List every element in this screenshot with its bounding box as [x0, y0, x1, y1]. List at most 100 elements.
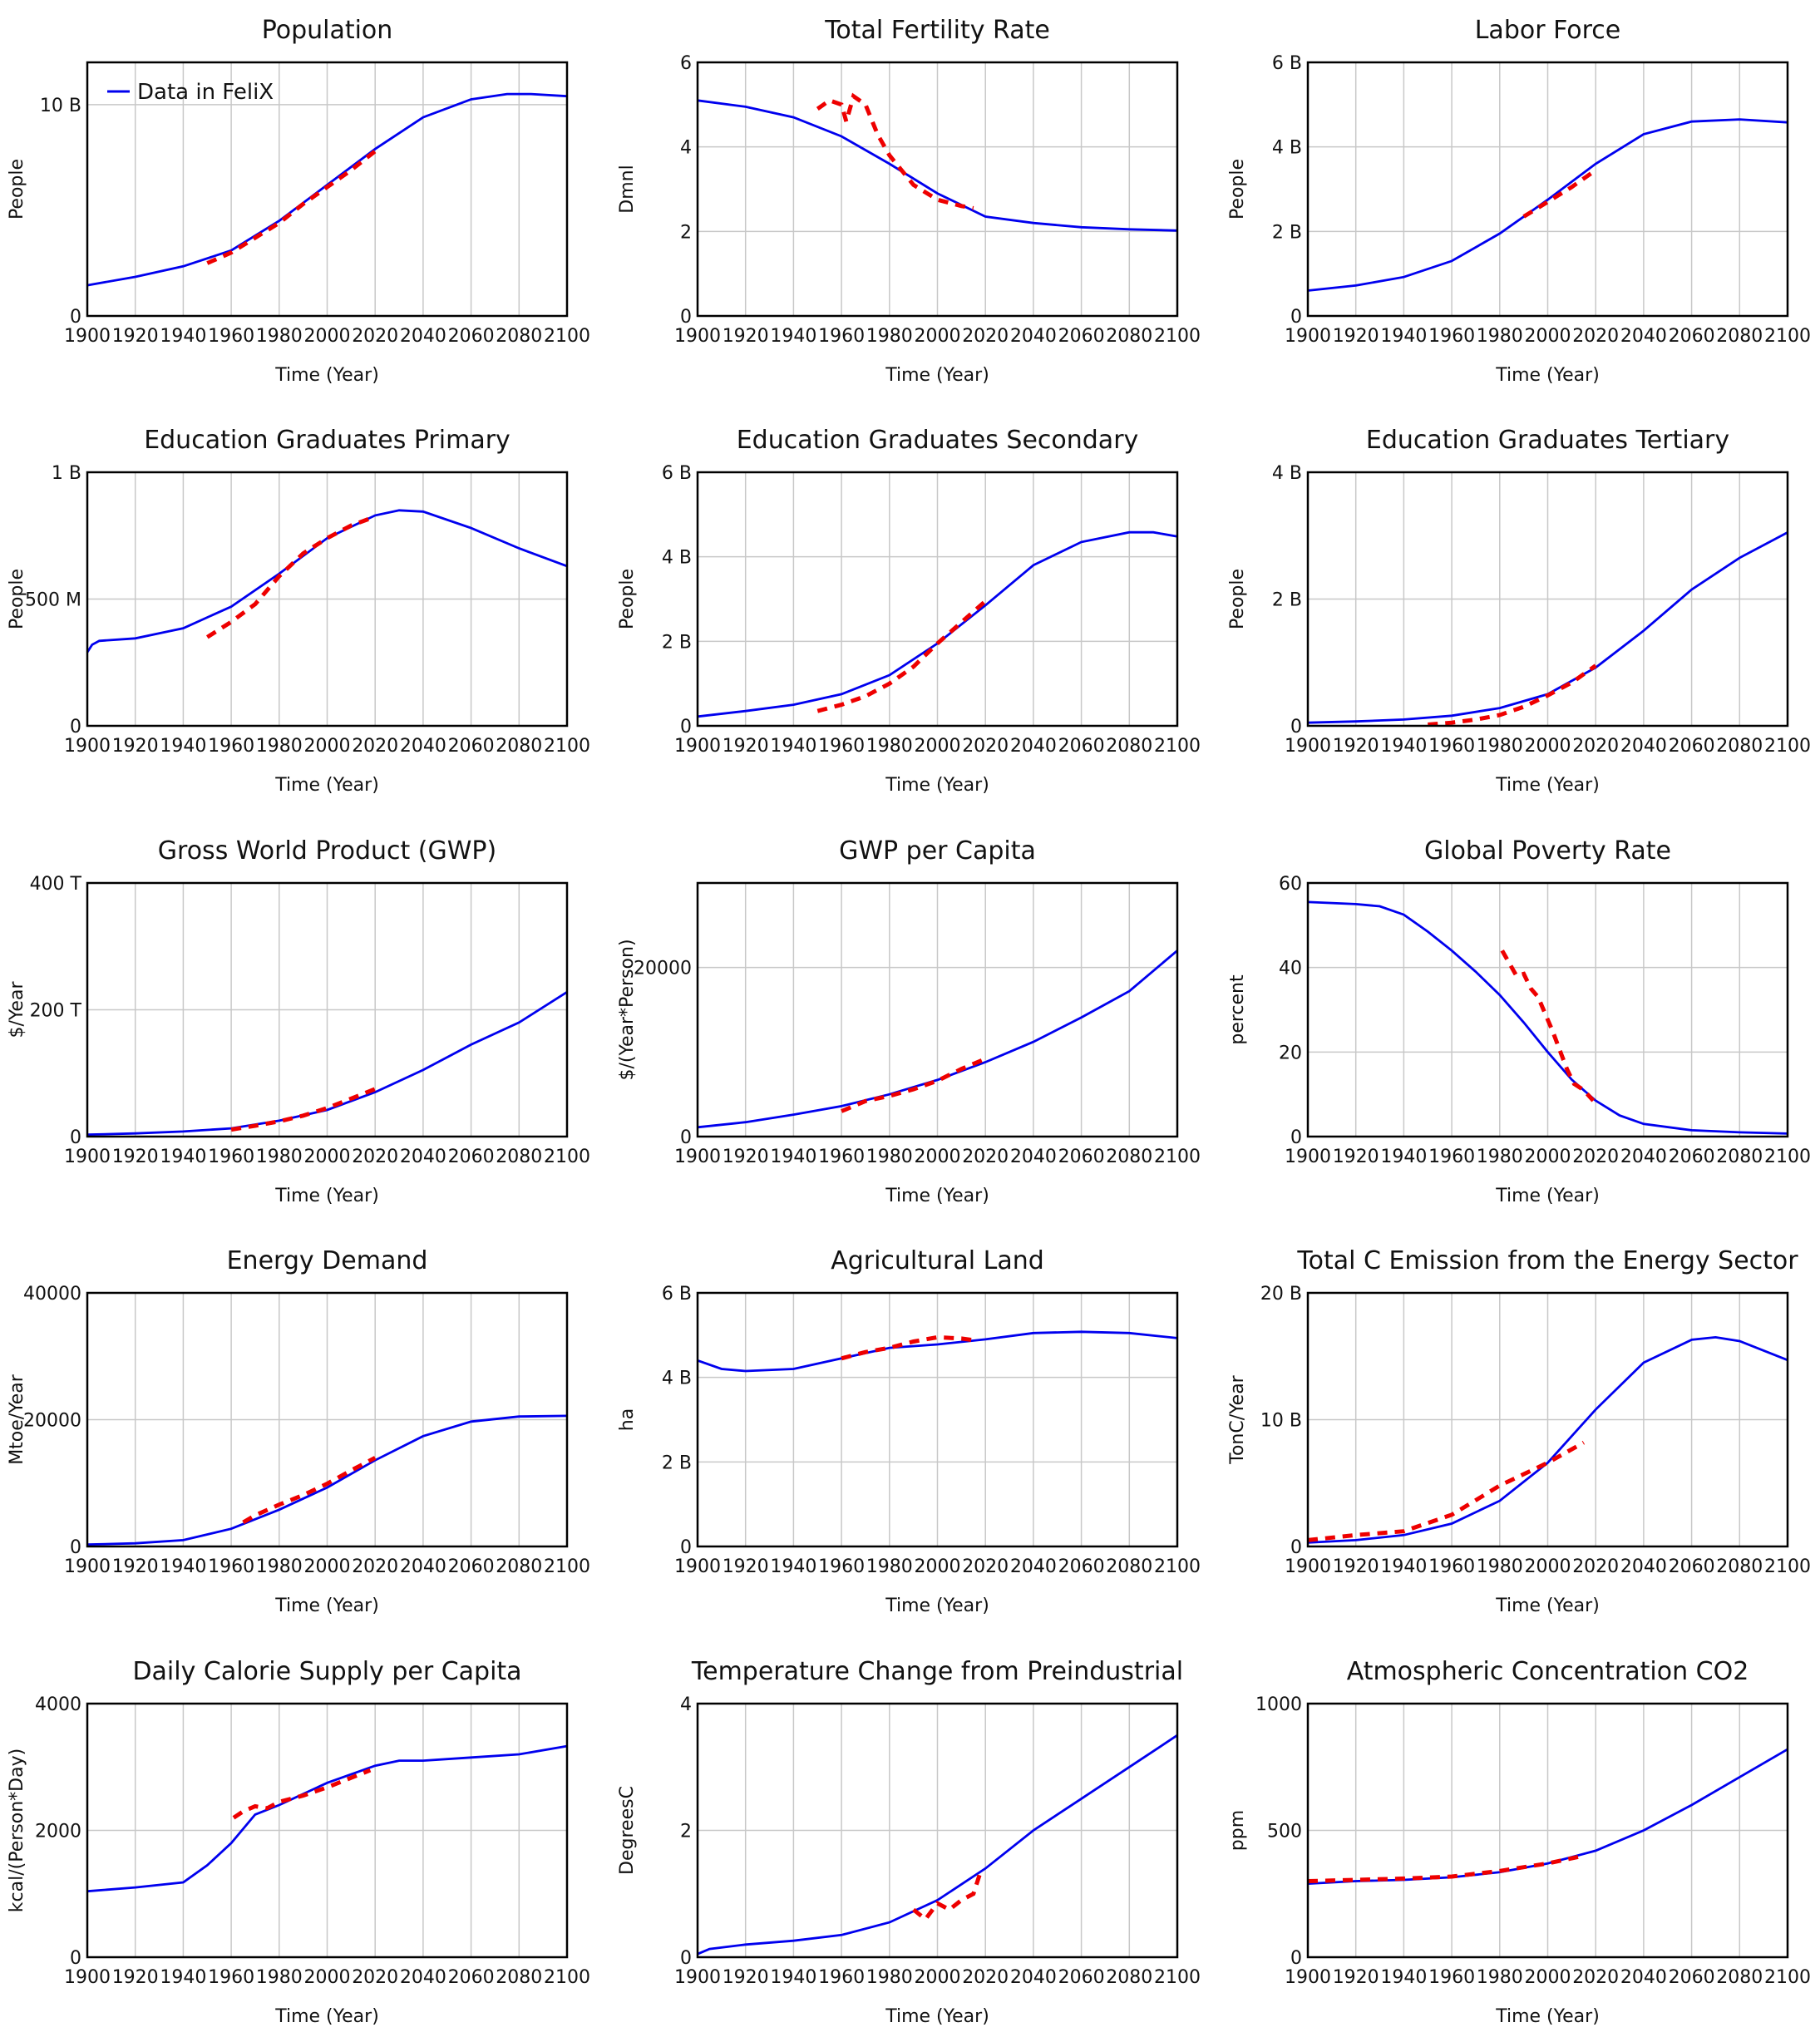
plot-frame: [1306, 1702, 1789, 1959]
y-tick-label: 0: [1290, 1537, 1302, 1558]
x-tick-label: 2040: [400, 1556, 446, 1577]
x-tick-label: 1980: [256, 1147, 303, 1167]
x-tick-label: 2000: [1525, 326, 1571, 347]
x-tick-label: 1920: [723, 326, 769, 347]
model-series: [1307, 1748, 1788, 1885]
x-axis-label: Time (Year): [274, 365, 379, 386]
y-tick-label: 0: [70, 1127, 81, 1148]
x-tick-label: 2000: [1525, 736, 1571, 757]
x-tick-label: 2080: [496, 1967, 542, 1988]
x-tick-label: 2080: [496, 736, 542, 757]
y-tick-label: 20: [1279, 1043, 1302, 1063]
chart-panel: 1900 1920 1940 1960 1980 2000 2020 2040 2060 2080…: [7, 1246, 590, 1616]
plot-frame: [86, 1291, 569, 1548]
x-tick-label: 2100: [1154, 1967, 1201, 1988]
x-tick-label: 2080: [1716, 736, 1763, 757]
x-tick-label: 2080: [496, 326, 542, 347]
plot-frame: [696, 1291, 1179, 1548]
chart-title: Global Poverty Rate: [1424, 836, 1671, 866]
x-tick-label: 1940: [770, 736, 816, 757]
plot-frame: [1306, 61, 1789, 318]
historical-data-series: [1307, 1440, 1586, 1542]
x-tick-label: 2000: [915, 326, 961, 347]
x-tick-label: 1980: [866, 736, 913, 757]
x-tick-label: 1980: [866, 1967, 913, 1988]
model-series: [86, 991, 568, 1137]
y-axis-label: People: [7, 569, 27, 629]
x-tick-label: 1940: [770, 1967, 816, 1988]
x-tick-label: 2100: [544, 326, 590, 347]
x-tick-label: 2040: [400, 1147, 446, 1167]
x-tick-label: 1980: [866, 1556, 913, 1577]
x-tick-label: 2000: [304, 1556, 351, 1577]
chart-title: Population: [262, 16, 393, 45]
chart-title: Temperature Change from Preindustrial: [691, 1657, 1183, 1686]
x-tick-label: 2060: [1669, 1147, 1715, 1167]
x-tick-label: 2100: [1764, 326, 1811, 347]
y-tick-label: 0: [680, 717, 692, 737]
y-tick-label: 0: [70, 307, 81, 328]
y-tick-label: 2000: [35, 1822, 81, 1842]
x-tick-label: 2080: [1106, 736, 1152, 757]
x-tick-label: 1900: [1285, 1147, 1331, 1167]
model-series: [86, 1414, 568, 1546]
x-tick-label: 2020: [962, 1147, 1009, 1167]
y-axis-label: Mtoe/Year: [7, 1374, 27, 1465]
historical-data-series: [912, 1871, 983, 1922]
y-axis-label: percent: [1227, 974, 1248, 1045]
chart-title: Daily Calorie Supply per Capita: [132, 1657, 521, 1686]
x-tick-label: 2060: [1058, 326, 1105, 347]
y-axis-label: $/(Year*Person): [617, 939, 638, 1080]
y-axis-label: Dmnl: [617, 165, 638, 213]
x-tick-label: 1920: [1333, 736, 1379, 757]
x-tick-label: 1960: [208, 1967, 254, 1988]
historical-data-series: [232, 1768, 372, 1820]
x-tick-label: 1920: [723, 1556, 769, 1577]
x-tick-label: 1960: [818, 1556, 865, 1577]
x-tick-label: 1900: [64, 1556, 111, 1577]
y-tick-label: 500 M: [25, 590, 81, 611]
historical-data-series: [1522, 168, 1597, 219]
x-axis-label: Time (Year): [1495, 775, 1600, 796]
x-tick-label: 2060: [1669, 1967, 1715, 1988]
chart-title: Total Fertility Rate: [824, 16, 1050, 45]
chart-title: Atmospheric Concentration CO2: [1347, 1657, 1749, 1686]
x-tick-label: 2080: [1106, 1967, 1152, 1988]
chart-title: Education Graduates Tertiary: [1366, 426, 1729, 455]
x-tick-label: 1980: [1477, 736, 1523, 757]
y-tick-label: 4: [680, 1694, 692, 1715]
historical-data-series: [1500, 949, 1596, 1102]
x-tick-label: 2060: [448, 1147, 495, 1167]
x-tick-label: 1980: [1477, 1556, 1523, 1577]
x-tick-label: 1940: [160, 1556, 206, 1577]
chart-panel: 1900 1920 1940 1960 1980 2000 2020 2040 2060 2080…: [7, 1657, 590, 2027]
plot-frame: [86, 61, 569, 318]
x-tick-label: 2100: [544, 1967, 590, 1988]
historical-data-series: [841, 1334, 974, 1361]
y-tick-label: 10 B: [40, 96, 81, 116]
y-axis-label: ppm: [1227, 1810, 1248, 1851]
historical-data-series: [816, 599, 987, 713]
x-tick-label: 1960: [208, 736, 254, 757]
x-tick-label: 1920: [1333, 326, 1379, 347]
x-tick-label: 1940: [1380, 1967, 1427, 1988]
y-tick-label: 0: [1290, 1948, 1302, 1969]
x-tick-label: 1900: [1285, 736, 1331, 757]
y-axis-label: People: [1227, 159, 1248, 219]
x-tick-label: 2040: [1010, 1967, 1057, 1988]
x-tick-label: 2040: [1620, 1556, 1667, 1577]
x-tick-label: 2040: [1010, 1556, 1057, 1577]
x-tick-label: 1900: [674, 326, 721, 347]
x-tick-label: 2040: [1620, 326, 1667, 347]
x-tick-label: 2060: [448, 736, 495, 757]
x-tick-label: 1960: [818, 1147, 865, 1167]
x-tick-label: 2100: [1154, 1556, 1201, 1577]
y-tick-label: 2 B: [662, 632, 692, 653]
model-series: [1307, 900, 1788, 1135]
model-series: [86, 92, 568, 287]
x-axis-label: Time (Year): [274, 1186, 379, 1206]
x-tick-label: 1900: [64, 1967, 111, 1988]
x-tick-label: 2100: [1764, 1967, 1811, 1988]
x-tick-label: 1960: [1428, 736, 1475, 757]
x-tick-label: 2040: [1010, 326, 1057, 347]
